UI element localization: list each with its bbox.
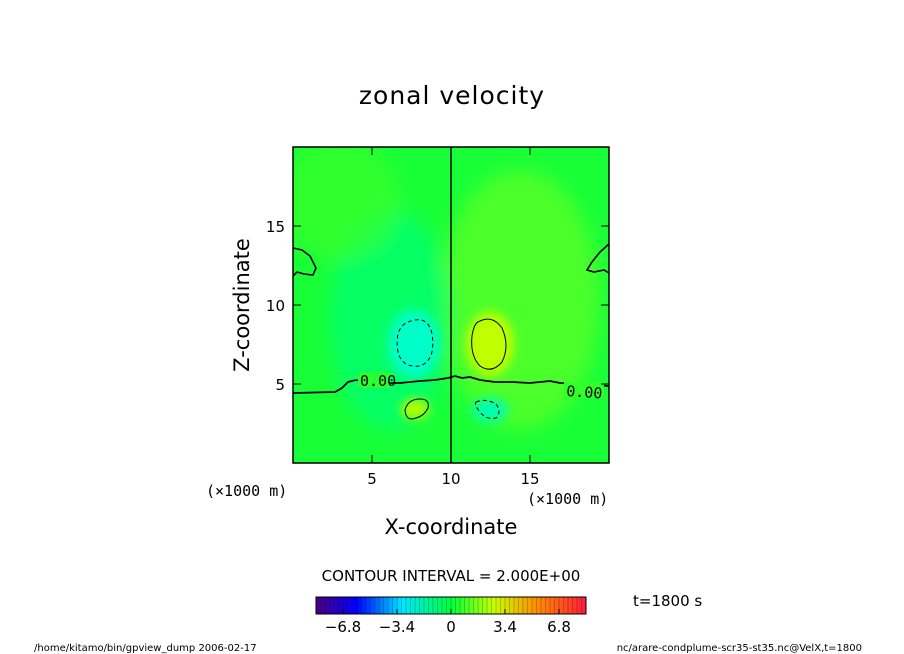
positive-cell-upper (466, 312, 514, 376)
y-axis-label: Z-coordinate (230, 238, 254, 372)
colorbar-segments (320, 597, 582, 614)
y-unit-label: (×1000 m) (206, 482, 287, 500)
x-tick-label: 5 (367, 470, 377, 488)
footer-right: nc/arare-condplume-scr35-st35.nc@VelX,t=… (617, 643, 862, 654)
colorbar-tick-label: 6.8 (547, 618, 571, 636)
negative-cell-upper (388, 310, 440, 378)
footer-left: /home/kitamo/bin/gpview_dump 2006-02-17 (34, 643, 257, 654)
x-axis-label: X-coordinate (385, 515, 518, 539)
colorbar-tick-label: 3.4 (493, 618, 517, 636)
colorbar-ticks: −6.8 −3.4 0 3.4 6.8 (325, 609, 571, 636)
negative-cell-upper-contour (396, 319, 434, 367)
left-edge-contour (293, 247, 317, 277)
negative-cell-lower-contour (475, 399, 500, 419)
x-tick-label: 15 (520, 470, 539, 488)
right-edge-contour (585, 243, 609, 274)
positive-cell-upper-contour (471, 318, 507, 370)
x-unit-label: (×1000 m) (527, 490, 608, 508)
y-tick-label: 10 (266, 297, 285, 315)
positive-cell-lower-contour (404, 398, 429, 420)
negative-cell-lower (472, 398, 508, 422)
x-tick-label: 10 (441, 470, 460, 488)
contour-interval-label: CONTOUR INTERVAL = 2.000E+00 (322, 567, 581, 585)
chart-title: zonal velocity (359, 81, 545, 110)
y-tick-label: 15 (266, 218, 285, 236)
colorbar-tick-label: −3.4 (379, 618, 415, 636)
contour-label-zero-right: 0.00 (566, 382, 603, 402)
weak-positive-left-region (293, 147, 400, 260)
contour-label-zero-left: 0.00 (360, 372, 396, 390)
zero-contour (293, 375, 609, 394)
y-tick-label: 5 (275, 376, 285, 394)
axis-ticks (293, 147, 609, 463)
time-label: t=1800 s (633, 592, 702, 610)
colorbar-tick-label: −6.8 (325, 618, 361, 636)
heatmap-field: 0.00 0.00 (293, 147, 609, 463)
colorbar-tick-label: 0 (446, 618, 456, 636)
